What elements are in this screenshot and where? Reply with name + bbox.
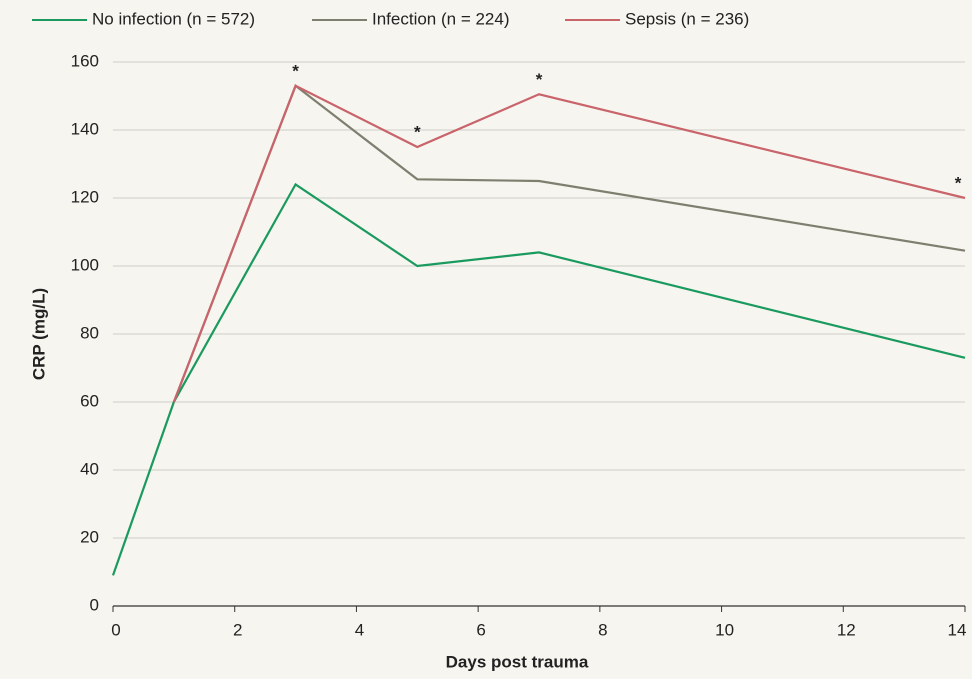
annotation: *	[955, 173, 962, 192]
x-tick-label: 4	[355, 620, 364, 639]
annotation: *	[292, 61, 299, 80]
annotation: *	[536, 70, 543, 89]
x-tick-label: 14	[948, 620, 967, 639]
y-tick-label: 120	[71, 187, 99, 206]
x-tick-label: 0	[111, 620, 120, 639]
legend-label: Infection (n = 224)	[372, 9, 510, 28]
x-tick-label: 2	[233, 620, 242, 639]
annotation: *	[414, 122, 421, 141]
y-tick-label: 20	[80, 527, 99, 546]
y-tick-label: 140	[71, 119, 99, 138]
y-tick-label: 80	[80, 323, 99, 342]
y-tick-label: 60	[80, 391, 99, 410]
y-tick-label: 100	[71, 255, 99, 274]
x-tick-label: 8	[598, 620, 607, 639]
y-tick-label: 40	[80, 459, 99, 478]
legend-label: No infection (n = 572)	[92, 9, 255, 28]
y-tick-label: 0	[90, 595, 99, 614]
legend-label: Sepsis (n = 236)	[625, 9, 749, 28]
x-axis-title: Days post trauma	[446, 652, 589, 671]
y-axis-title: CRP (mg/L)	[29, 288, 48, 380]
series-line	[111, 182, 966, 576]
x-tick-label: 6	[476, 620, 485, 639]
series-line	[172, 84, 966, 403]
x-tick-label: 10	[715, 620, 734, 639]
y-tick-label: 160	[71, 51, 99, 70]
x-tick-label: 12	[837, 620, 856, 639]
